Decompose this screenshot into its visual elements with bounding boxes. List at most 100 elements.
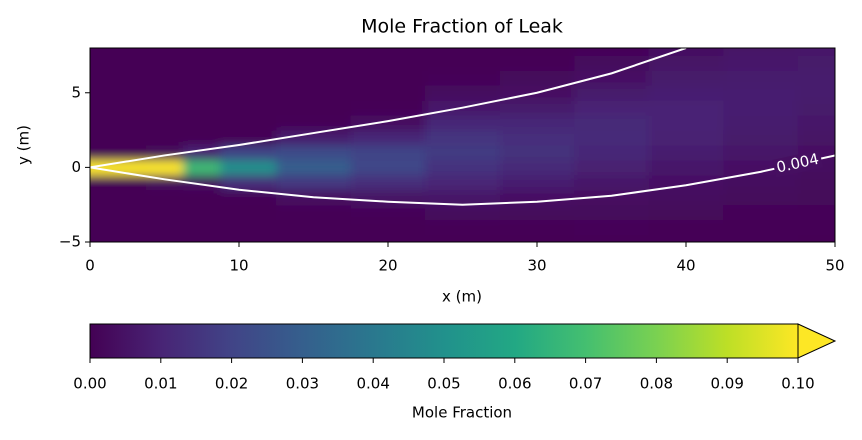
field-cell <box>499 174 575 191</box>
contour-line <box>90 48 687 169</box>
field-cell <box>145 55 184 71</box>
field-cell <box>425 219 501 236</box>
field-cell <box>183 85 221 101</box>
field-cell <box>108 48 147 56</box>
field-cell <box>425 189 501 206</box>
y-axis-label: y (m) <box>15 125 33 165</box>
field-cell <box>90 48 110 56</box>
x-tick-label: 50 <box>825 257 844 275</box>
colorbar <box>90 324 798 358</box>
field-cell <box>425 55 501 71</box>
field-cell <box>220 159 277 176</box>
field-cell <box>648 159 724 176</box>
field-cell <box>425 174 501 191</box>
field-cell <box>90 159 110 176</box>
field-cell <box>108 70 147 86</box>
field-cell <box>183 130 221 146</box>
field-cell <box>90 70 110 86</box>
field-cell <box>797 174 835 191</box>
field-cell <box>108 115 147 131</box>
field-cell <box>723 204 799 221</box>
field-cell <box>90 55 110 71</box>
field-cell <box>276 115 352 131</box>
field-cell <box>499 234 575 242</box>
field-cell <box>723 189 799 206</box>
field-cell <box>350 234 426 242</box>
field-cell <box>90 174 110 191</box>
field-cell <box>723 145 799 161</box>
field-cell <box>797 48 835 56</box>
field-cell <box>90 234 110 242</box>
field-cell <box>425 48 501 56</box>
field-cell <box>648 48 724 56</box>
field-cell <box>425 70 501 86</box>
field-cell <box>499 48 575 56</box>
field-cell <box>145 130 184 146</box>
field-cell <box>425 115 501 131</box>
cells <box>90 48 835 242</box>
field-cell <box>350 204 426 221</box>
field-cell <box>220 100 277 116</box>
field-cell <box>183 55 221 71</box>
field-cell <box>723 48 799 56</box>
x-tick-label: 40 <box>676 257 695 275</box>
field-cell <box>108 204 147 221</box>
field-cell <box>145 159 184 176</box>
field-cell <box>220 145 277 161</box>
field-cell <box>574 85 650 101</box>
field-cell <box>499 159 575 176</box>
field-cell <box>276 234 352 242</box>
field-cell <box>183 100 221 116</box>
field-cell <box>145 234 184 242</box>
contour-line <box>90 154 835 206</box>
field-cell <box>350 55 426 71</box>
field-cell <box>276 48 352 56</box>
field-cell <box>108 234 147 242</box>
field-cell <box>797 100 835 116</box>
field-cell <box>797 204 835 221</box>
field-cell <box>648 174 724 191</box>
field-cell <box>220 55 277 71</box>
field-cell <box>350 115 426 131</box>
contour-label-bg <box>772 149 824 178</box>
field-cell <box>183 219 221 236</box>
x-axis-label: x (m) <box>442 288 482 306</box>
field-cell <box>145 204 184 221</box>
field-cell <box>350 174 426 191</box>
y-tick-label: 0 <box>71 158 81 176</box>
colorbar-tick-label: 0.01 <box>144 375 177 393</box>
field-cell <box>648 70 724 86</box>
field-cell <box>648 55 724 71</box>
field-cell <box>648 219 724 236</box>
axes: 0 10 20 30 40 50−505 <box>59 47 845 275</box>
field-cell <box>723 219 799 236</box>
field-cell <box>108 189 147 206</box>
field-cell <box>574 174 650 191</box>
field-cell <box>797 234 835 242</box>
colorbar-extend <box>797 323 837 359</box>
field-cell <box>723 85 799 101</box>
field-cell <box>648 115 724 131</box>
field-cell <box>574 55 650 71</box>
field-cell <box>499 55 575 71</box>
field-cell <box>145 115 184 131</box>
field-cell <box>90 219 110 236</box>
colorbar-tick-label: 0.06 <box>498 375 531 393</box>
colorbar-tick-label: 0.02 <box>215 375 248 393</box>
field-cell <box>145 70 184 86</box>
field-cell <box>574 204 650 221</box>
field-cell <box>574 70 650 86</box>
colorbar-label: Mole Fraction <box>412 404 512 422</box>
field <box>90 48 835 242</box>
colorbar-tick-label: 0.07 <box>569 375 602 393</box>
field-cell <box>276 145 352 161</box>
field-cell <box>183 189 221 206</box>
field-cell <box>350 219 426 236</box>
field-cell <box>183 70 221 86</box>
field-cell <box>183 115 221 131</box>
field-cell <box>723 55 799 71</box>
field-cell <box>90 130 110 146</box>
field-cell <box>350 70 426 86</box>
field-cell <box>499 130 575 146</box>
y-tick-label: −5 <box>59 233 81 251</box>
